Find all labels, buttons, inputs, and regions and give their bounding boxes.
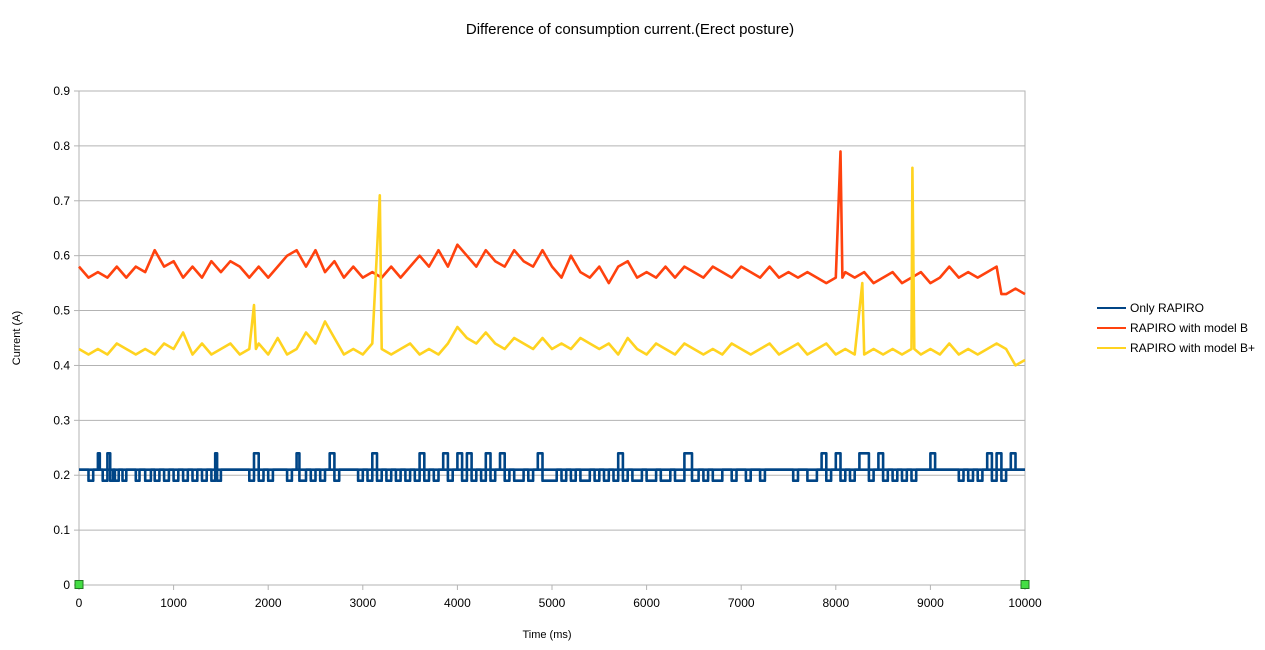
plot-frame [78, 90, 1026, 586]
chart-legend: Only RAPIRO RAPIRO with model B RAPIRO wit… [1097, 301, 1255, 355]
x-tick-label: 3000 [349, 596, 376, 610]
y-tick-label: 0.3 [53, 413, 70, 427]
origin-handle[interactable] [74, 580, 84, 589]
legend-label: Only RAPIRO [1130, 301, 1204, 315]
y-tick-label: 0.4 [53, 358, 70, 372]
gridlines [79, 90, 1025, 586]
series-line-rapiro-with-model-b [78, 166, 1026, 367]
y-tick-label: 0.7 [53, 194, 70, 208]
x-axis-title: Time (ms) [522, 629, 571, 641]
x-tick-label: 1000 [160, 596, 187, 610]
series-line-only-rapiro [79, 452, 1025, 482]
y-tick-label: 0 [63, 578, 70, 592]
legend-label: RAPIRO with model B+ [1130, 341, 1255, 355]
y-tick-label: 0.5 [53, 304, 70, 318]
series-line-rapiro-with-model-b [78, 150, 1026, 296]
x-tick-label: 6000 [633, 596, 660, 610]
y-tick-label: 0.9 [53, 84, 70, 98]
x-tick-label: 4000 [444, 596, 471, 610]
series-layer [78, 150, 1026, 482]
y-axis-title: Current (A) [11, 311, 23, 365]
chart-title: Difference of consumption current.(Erect… [466, 21, 794, 38]
end-handle[interactable] [1020, 580, 1030, 589]
x-tick-label: 5000 [539, 596, 566, 610]
x-tick-label: 10000 [1008, 596, 1042, 610]
y-axis-ticks: 0 0.1 0.2 0.3 0.4 0.5 0.6 0.7 0.8 0.9 [53, 84, 79, 592]
y-tick-label: 0.6 [53, 249, 70, 263]
y-tick-label: 0.8 [53, 139, 70, 153]
x-axis-ticks: 0 1000 2000 3000 4000 5000 6000 7000 8000 9000 100… [76, 585, 1042, 610]
x-tick-label: 7000 [728, 596, 755, 610]
legend-label: RAPIRO with model B [1130, 321, 1248, 335]
x-tick-label: 8000 [822, 596, 849, 610]
y-tick-label: 0.2 [53, 468, 70, 482]
x-tick-label: 2000 [255, 596, 282, 610]
x-tick-label: 0 [76, 596, 83, 610]
y-tick-label: 0.1 [53, 523, 70, 537]
x-tick-label: 9000 [917, 596, 944, 610]
